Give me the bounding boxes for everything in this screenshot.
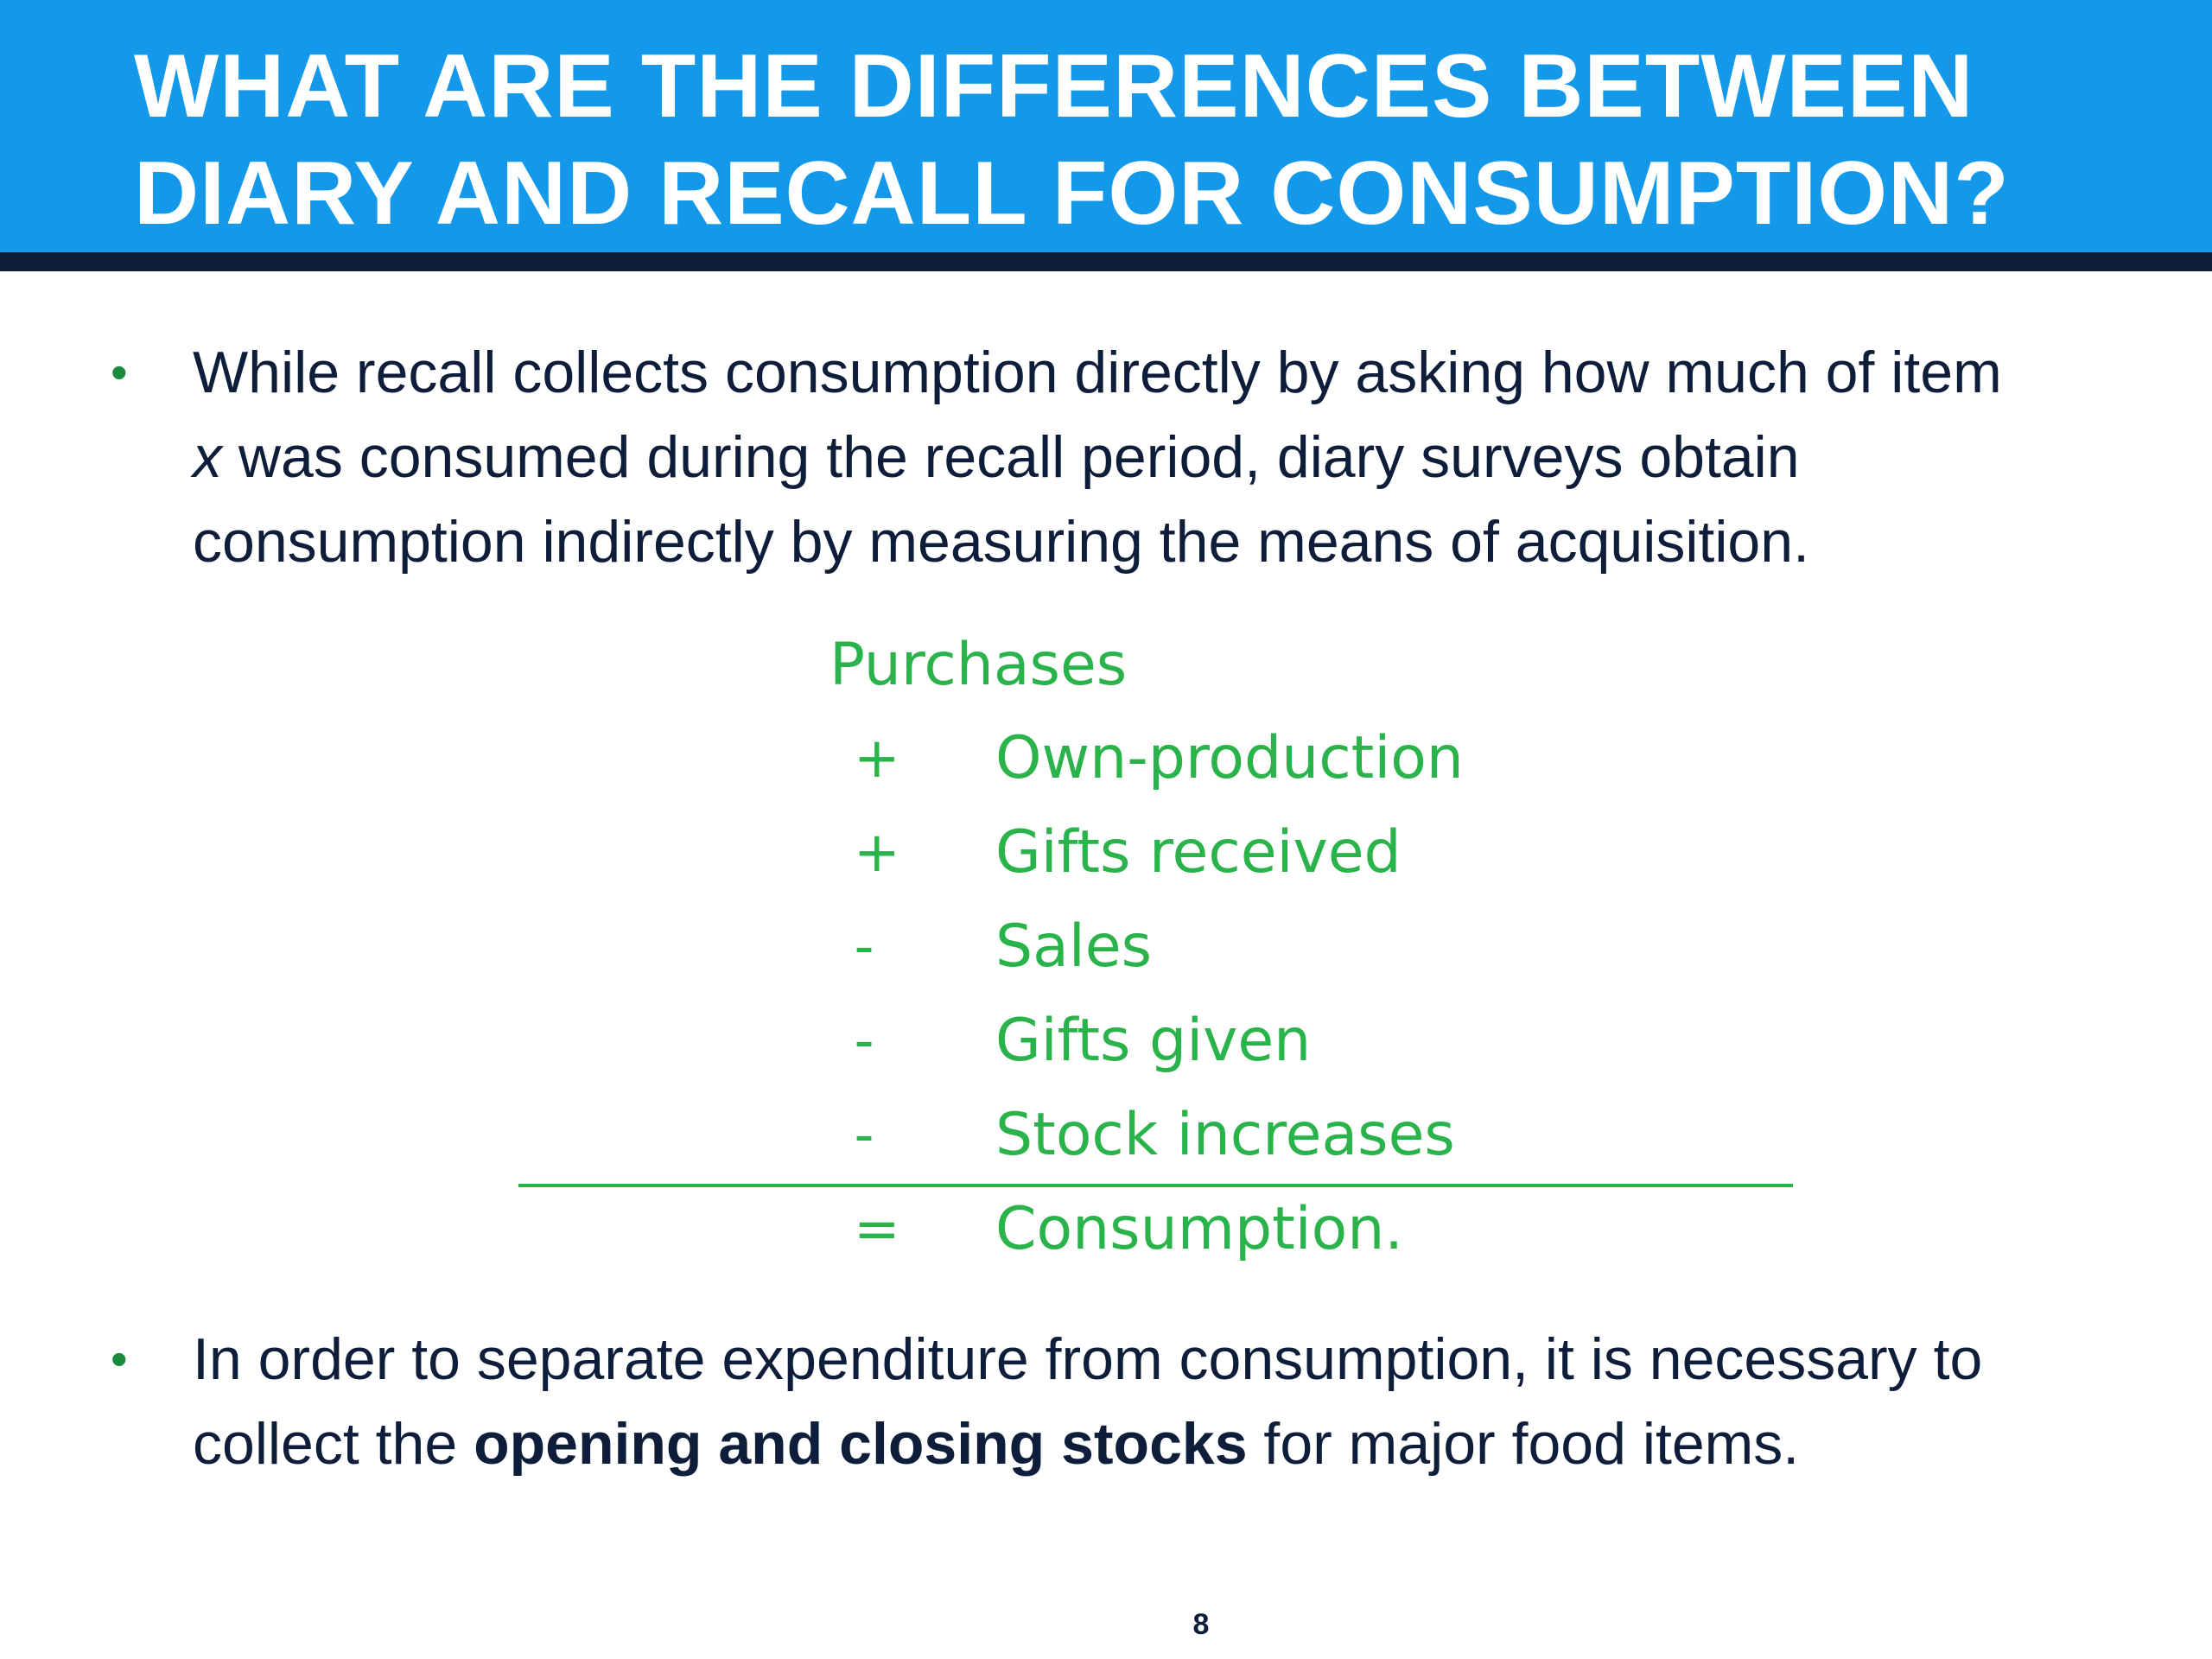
formula-term: Gifts received (995, 818, 1402, 887)
minus-operator: - (854, 1009, 874, 1073)
bullet-text-line-3: consumption indirectly by measuring the … (193, 509, 1809, 575)
emphasis-opening-closing-stocks: opening and closing stocks (474, 1411, 1248, 1477)
plus-operator: + (854, 727, 900, 791)
bullet-text-line-2: x was consumed during the recall period,… (193, 415, 2137, 499)
title-divider (0, 252, 2212, 271)
equals-operator: = (854, 1198, 900, 1262)
slide-title: WHAT ARE THE DIFFERENCES BETWEEN DIARY A… (134, 33, 2121, 247)
sum-line (518, 1184, 1793, 1187)
formula-term: Sales (995, 912, 1152, 981)
minus-operator: - (854, 1103, 874, 1167)
title-banner: WHAT ARE THE DIFFERENCES BETWEEN DIARY A… (0, 0, 2212, 252)
bullet-text-line-1: While recall collects consumption direct… (193, 340, 2002, 405)
bullet-marker: • (111, 345, 128, 399)
bullet-text-line-1: In order to separate expenditure from co… (193, 1326, 1983, 1392)
bullet-text: While recall collects consumption direct… (193, 330, 2137, 584)
slide-title-line-2: DIARY AND RECALL FOR CONSUMPTION? (134, 143, 2010, 244)
slide-title-line-1: WHAT ARE THE DIFFERENCES BETWEEN (134, 36, 1974, 137)
bullet-text-line-2-pre: collect the (193, 1411, 474, 1477)
formula-head: Purchases (830, 631, 1128, 699)
bullet-marker: • (111, 1332, 128, 1386)
bullet-text-line-2: collect the opening and closing stocks f… (193, 1402, 2137, 1486)
formula-term: Stock increases (995, 1101, 1455, 1169)
plus-operator: + (854, 821, 900, 885)
item-variable: x (193, 424, 222, 490)
formula-term: Gifts given (995, 1007, 1312, 1075)
formula-result-term: Consumption. (995, 1195, 1403, 1263)
page-number: 8 (1192, 1608, 1210, 1641)
minus-operator: - (854, 915, 874, 979)
bullet-text-line-2-post: for major food items. (1247, 1411, 1800, 1477)
bullet-text: In order to separate expenditure from co… (193, 1317, 2137, 1486)
formula-term: Own-production (995, 724, 1464, 792)
bullet-text-line-2-rest: was consumed during the recall period, d… (222, 424, 1800, 490)
